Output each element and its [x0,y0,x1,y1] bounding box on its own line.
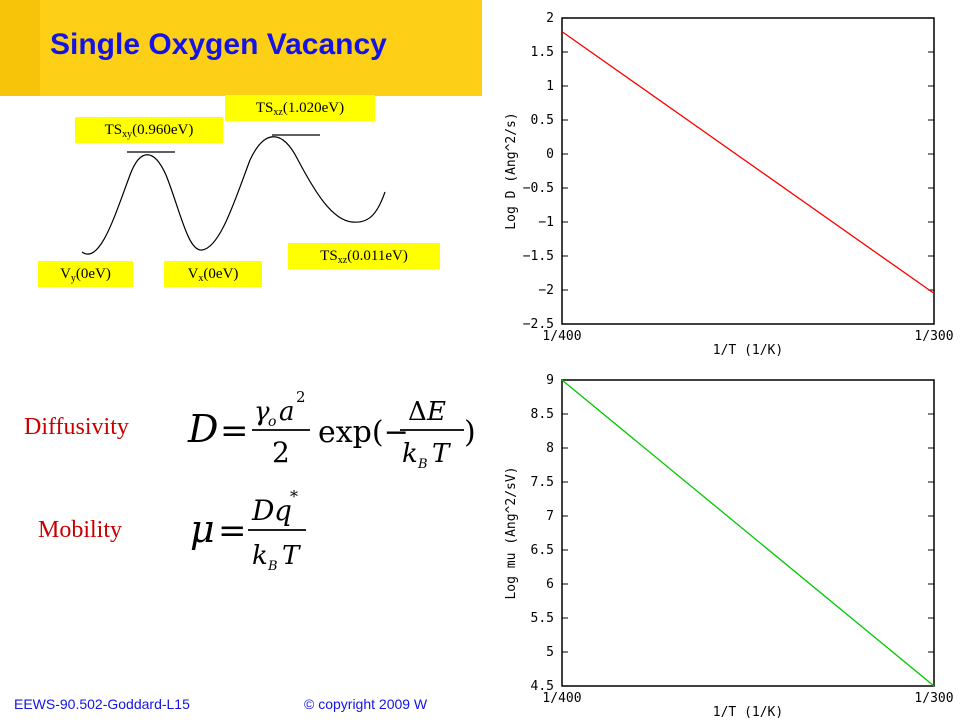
title-bar [0,0,482,96]
y-tick-label: 7 [546,509,554,524]
x-axis-label: 1/T (1/K) [713,343,783,358]
y-tick-label: 7.5 [531,475,554,490]
log-mu-plot: 9 8.5 8 7.5 7 6.5 6 5.5 5 4.5 1/400 1/300 1/T (1/K) L… [482,362,960,722]
y-tick-label: 5 [546,645,554,660]
svg-text:D: D [251,494,274,527]
page-title: Single Oxygen Vacancy [50,28,387,61]
svg-text:T: T [432,439,451,469]
y-tick-label: −2 [538,283,554,298]
y-axis-label: Log mu (Ang^2/sV) [504,466,519,599]
y-tick-label: 0.5 [531,113,554,128]
svg-text:2: 2 [272,436,290,469]
x-tick-label: 1/300 [914,329,953,344]
ts-xz-high-label: TSxz(1.020eV) [225,95,375,121]
log-mu-chart: 9 8.5 8 7.5 7 6.5 6 5.5 5 4.51/400 1/300 1/T (1/K) L… [504,373,954,720]
vx-label: Vx(0eV) [164,261,262,287]
svg-text:=: = [218,511,247,551]
y-tick-label: 0 [546,147,554,162]
y-tick-label: 1 [546,79,554,94]
ts-xy-label: TSxy(0.960eV) [75,117,223,143]
svg-text:μ: μ [190,507,215,551]
svg-text:k: k [252,541,268,571]
series-line [561,379,935,687]
log-d-chart: 2 1.5 1 0.5 0 −0.5 −1 −1.5 −2 −2.51/400 1/300 1/T (… [504,11,954,358]
y-tick-label: −1.5 [523,249,554,264]
mobility-equation: μ = D q * k B T [190,487,306,574]
y-tick-label: 4.5 [531,679,554,694]
y-axis-label: Log D (Ang^2/s) [504,112,519,229]
svg-text:D: D [187,407,218,451]
vy-label: Vy(0eV) [38,261,133,287]
svg-text:2: 2 [296,388,306,406]
y-tick-label: −0.5 [523,181,554,196]
x-axis-label: 1/T (1/K) [713,705,783,720]
svg-text:exp(−: exp(− [318,415,409,450]
y-tick-label: 1.5 [531,45,554,60]
svg-text:=: = [220,411,249,451]
y-tick-label: −2.5 [523,317,554,332]
svg-text:E: E [426,397,446,427]
svg-text:B: B [267,559,278,574]
ts-xz-low-label: TSxz(0.011eV) [288,243,440,269]
title-bar-accent [0,0,40,96]
y-tick-label: −1 [538,215,554,230]
svg-text:Δ: Δ [408,397,427,427]
y-tick-label: 2 [546,11,554,26]
y-tick-label: 5.5 [531,611,554,626]
svg-text:B: B [417,457,428,472]
y-tick-label: 6 [546,577,554,592]
mobility-label: Mobility [38,517,123,543]
diffusivity-label: Diffusivity [24,414,129,440]
svg-text:k: k [402,439,418,469]
y-tick-label: 8.5 [531,407,554,422]
svg-text:*: * [290,487,298,506]
plot-frame [561,17,935,325]
series-line [561,31,935,294]
svg-text:): ) [464,415,476,450]
svg-text:γ: γ [254,397,270,427]
x-tick-label: 1/400 [542,329,581,344]
svg-text:T: T [282,541,301,571]
log-d-plot: 2 1.5 1 0.5 0 −0.5 −1 −1.5 −2 −2.5 1/400 1/300 1/T (… [482,0,960,360]
y-tick-label: 8 [546,441,554,456]
svg-text:q: q [274,494,292,527]
svg-text:a: a [279,397,295,427]
x-tick-label: 1/300 [914,691,953,706]
x-tick-label: 1/400 [542,691,581,706]
footer-copyright: © copyright 2009 W [304,696,428,712]
y-tick-label: 9 [546,373,554,388]
y-tick-label: 6.5 [531,543,554,558]
diffusivity-equation: D = γ o a 2 2 exp(− Δ E k B T ) [187,388,476,472]
plot-frame [561,379,935,687]
svg-text:o: o [268,414,276,430]
footer-course: EEWS-90.502-Goddard-L15 [14,696,190,712]
energy-landscape-curve [81,134,386,255]
